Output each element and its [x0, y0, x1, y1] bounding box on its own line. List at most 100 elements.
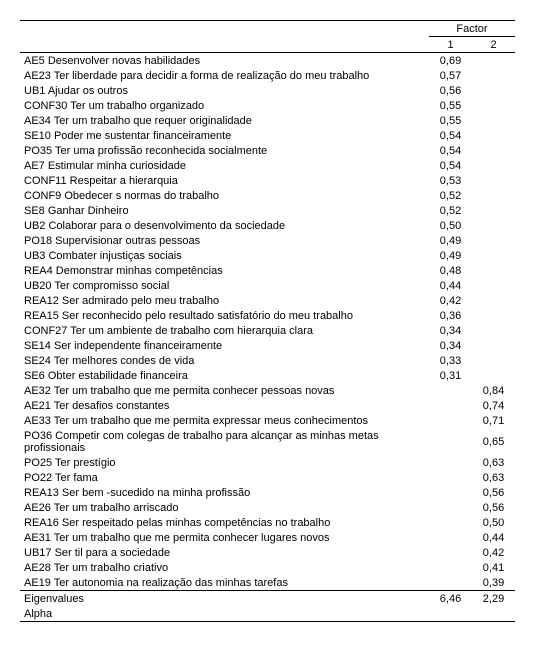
row-factor2: 0,63 — [472, 470, 515, 485]
row-label: UB20 Ter compromisso social — [20, 278, 429, 293]
table-row: UB1 Ajudar os outros0,56 — [20, 83, 515, 98]
row-factor2 — [472, 53, 515, 69]
row-factor1: 0,34 — [429, 338, 472, 353]
factor-table-container: Factor 1 2 AE5 Desenvolver novas habilid… — [20, 20, 515, 622]
header-col1: 1 — [429, 37, 472, 53]
table-row: PO18 Supervisionar outras pessoas0,49 — [20, 233, 515, 248]
table-row: PO35 Ter uma profissão reconhecida socia… — [20, 143, 515, 158]
row-label: REA12 Ser admirado pelo meu trabalho — [20, 293, 429, 308]
row-label: CONF11 Respeitar a hierarquia — [20, 173, 429, 188]
table-body: AE5 Desenvolver novas habilidades0,69AE2… — [20, 53, 515, 591]
row-label: SE8 Ganhar Dinheiro — [20, 203, 429, 218]
row-factor2 — [472, 353, 515, 368]
row-factor1 — [429, 470, 472, 485]
row-factor1 — [429, 398, 472, 413]
factor-table: Factor 1 2 AE5 Desenvolver novas habilid… — [20, 20, 515, 622]
row-factor2: 0,41 — [472, 560, 515, 575]
table-row: SE14 Ser independente financeiramente0,3… — [20, 338, 515, 353]
row-factor2: 0,44 — [472, 530, 515, 545]
table-row: UB20 Ter compromisso social0,44 — [20, 278, 515, 293]
row-factor1: 0,56 — [429, 83, 472, 98]
table-row: AE26 Ter um trabalho arriscado0,56 — [20, 500, 515, 515]
row-label: CONF30 Ter um trabalho organizado — [20, 98, 429, 113]
row-factor2 — [472, 68, 515, 83]
table-row: SE24 Ter melhores condes de vida0,33 — [20, 353, 515, 368]
row-factor1 — [429, 413, 472, 428]
table-row: CONF11 Respeitar a hierarquia0,53 — [20, 173, 515, 188]
row-factor2: 0,50 — [472, 515, 515, 530]
row-factor1 — [429, 428, 472, 455]
row-label: REA13 Ser bem -sucedido na minha profiss… — [20, 485, 429, 500]
table-row: CONF9 Obedecer s normas do trabalho0,52 — [20, 188, 515, 203]
table-row: UB3 Combater injustiças sociais0,49 — [20, 248, 515, 263]
row-factor1 — [429, 575, 472, 591]
row-factor2 — [472, 293, 515, 308]
table-row: AE7 Estimular minha curiosidade0,54 — [20, 158, 515, 173]
row-factor1: 0,53 — [429, 173, 472, 188]
header-empty — [20, 21, 429, 37]
row-factor2 — [472, 173, 515, 188]
header-col2: 2 — [472, 37, 515, 53]
table-row: AE5 Desenvolver novas habilidades0,69 — [20, 53, 515, 69]
row-label: AE32 Ter um trabalho que me permita conh… — [20, 383, 429, 398]
row-factor1 — [429, 383, 472, 398]
row-factor2: 0,56 — [472, 500, 515, 515]
table-row: PO36 Competir com colegas de trabalho pa… — [20, 428, 515, 455]
row-label: AE33 Ter um trabalho que me permita expr… — [20, 413, 429, 428]
table-row: AE34 Ter um trabalho que requer original… — [20, 113, 515, 128]
row-label: AE34 Ter um trabalho que requer original… — [20, 113, 429, 128]
table-row: AE33 Ter um trabalho que me permita expr… — [20, 413, 515, 428]
table-row: CONF30 Ter um trabalho organizado0,55 — [20, 98, 515, 113]
row-factor1: 0,69 — [429, 53, 472, 69]
row-factor2: 0,56 — [472, 485, 515, 500]
row-factor2 — [472, 113, 515, 128]
row-factor1 — [429, 485, 472, 500]
row-factor1: 0,54 — [429, 158, 472, 173]
alpha-f2 — [472, 606, 515, 622]
row-factor2 — [472, 128, 515, 143]
row-label: UB2 Colaborar para o desenvolvimento da … — [20, 218, 429, 233]
table-row: AE31 Ter um trabalho que me permita conh… — [20, 530, 515, 545]
table-row: REA4 Demonstrar minhas competências0,48 — [20, 263, 515, 278]
row-label: AE19 Ter autonomia na realização das min… — [20, 575, 429, 591]
header-factor: Factor — [429, 21, 515, 37]
row-label: REA16 Ser respeitado pelas minhas compet… — [20, 515, 429, 530]
row-factor1: 0,49 — [429, 233, 472, 248]
row-label: PO25 Ter prestígio — [20, 455, 429, 470]
header-blank — [20, 37, 429, 53]
table-row: SE10 Poder me sustentar financeiramente0… — [20, 128, 515, 143]
row-factor1: 0,36 — [429, 308, 472, 323]
row-label: AE23 Ter liberdade para decidir a forma … — [20, 68, 429, 83]
table-row: REA15 Ser reconhecido pelo resultado sat… — [20, 308, 515, 323]
row-factor2: 0,65 — [472, 428, 515, 455]
row-factor2 — [472, 233, 515, 248]
row-label: REA15 Ser reconhecido pelo resultado sat… — [20, 308, 429, 323]
eigenvalues-row: Eigenvalues 6,46 2,29 — [20, 591, 515, 607]
row-factor1 — [429, 500, 472, 515]
row-factor1: 0,42 — [429, 293, 472, 308]
row-factor2 — [472, 338, 515, 353]
row-factor2 — [472, 158, 515, 173]
row-factor1 — [429, 560, 472, 575]
row-label: CONF9 Obedecer s normas do trabalho — [20, 188, 429, 203]
table-row: UB2 Colaborar para o desenvolvimento da … — [20, 218, 515, 233]
row-factor1: 0,48 — [429, 263, 472, 278]
row-factor1: 0,52 — [429, 203, 472, 218]
row-factor2: 0,84 — [472, 383, 515, 398]
row-label: SE24 Ter melhores condes de vida — [20, 353, 429, 368]
row-factor2: 0,42 — [472, 545, 515, 560]
table-row: UB17 Ser til para a sociedade0,42 — [20, 545, 515, 560]
row-factor1: 0,55 — [429, 98, 472, 113]
row-factor2 — [472, 263, 515, 278]
alpha-f1 — [429, 606, 472, 622]
row-label: CONF27 Ter um ambiente de trabalho com h… — [20, 323, 429, 338]
row-factor1 — [429, 530, 472, 545]
row-factor1 — [429, 515, 472, 530]
row-label: UB3 Combater injustiças sociais — [20, 248, 429, 263]
table-row: REA13 Ser bem -sucedido na minha profiss… — [20, 485, 515, 500]
row-label: AE7 Estimular minha curiosidade — [20, 158, 429, 173]
row-factor1: 0,31 — [429, 368, 472, 383]
row-label: AE5 Desenvolver novas habilidades — [20, 53, 429, 69]
table-row: SE6 Obter estabilidade financeira0,31 — [20, 368, 515, 383]
alpha-label: Alpha — [20, 606, 429, 622]
